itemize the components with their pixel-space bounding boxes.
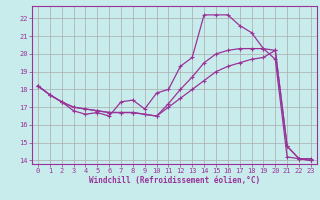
X-axis label: Windchill (Refroidissement éolien,°C): Windchill (Refroidissement éolien,°C) [89, 176, 260, 185]
